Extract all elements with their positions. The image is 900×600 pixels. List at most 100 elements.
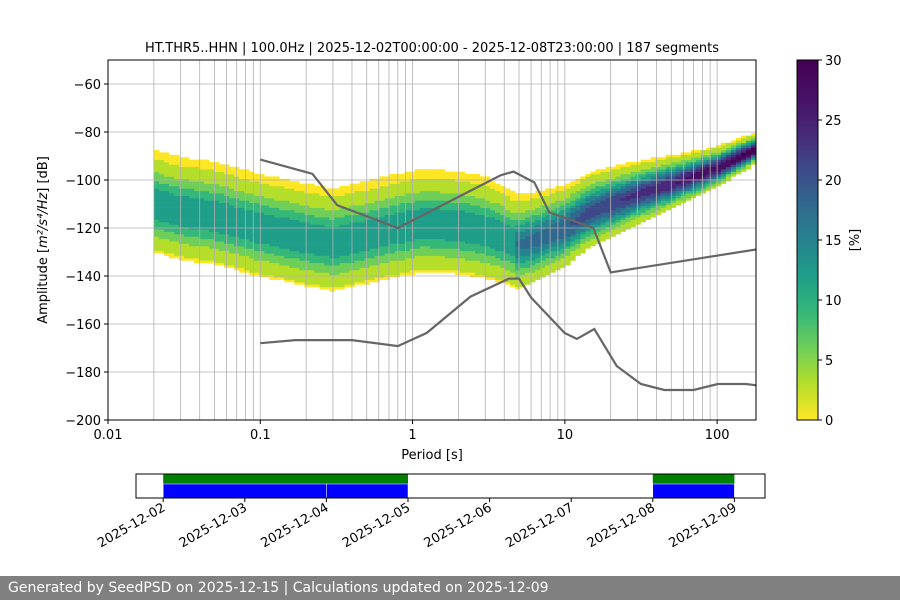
heatmap-cell — [369, 262, 375, 266]
heatmap-cell — [580, 229, 586, 232]
heatmap-cell — [309, 238, 315, 242]
heatmap-cell — [209, 248, 215, 252]
heatmap-cell — [444, 214, 451, 218]
heatmap-cell — [389, 198, 396, 201]
heatmap-cell — [173, 219, 180, 223]
heatmap-cell — [209, 174, 215, 177]
heatmap-cell — [168, 255, 175, 259]
heatmap-cell — [299, 193, 305, 196]
heatmap-cell — [474, 222, 481, 225]
heatmap-cell — [249, 200, 255, 204]
heatmap-cell — [299, 207, 305, 211]
heatmap-cell — [560, 195, 566, 199]
heatmap-cell — [244, 243, 250, 247]
heatmap-cell — [384, 234, 390, 237]
heatmap-cell — [485, 210, 491, 213]
heatmap-cell — [490, 253, 496, 256]
heatmap-cell — [610, 202, 616, 206]
heatmap-cell — [299, 265, 305, 268]
heatmap-cell — [269, 255, 275, 259]
heatmap-cell — [500, 248, 506, 252]
heatmap-cell — [439, 229, 446, 232]
heatmap-cell — [590, 186, 596, 189]
heatmap-cell — [495, 195, 501, 199]
heatmap-cell — [339, 219, 345, 223]
heatmap-cell — [560, 238, 566, 242]
heatmap-cell — [364, 279, 370, 283]
heatmap-cell — [254, 262, 260, 266]
heatmap-cell — [675, 154, 682, 158]
heatmap-cell — [209, 224, 215, 228]
heatmap-cell — [379, 202, 385, 206]
heatmap-cell — [565, 190, 571, 194]
heatmap-cell — [364, 238, 370, 242]
heatmap-cell — [173, 212, 180, 216]
heatmap-cell — [249, 202, 255, 206]
heatmap-cell — [560, 243, 566, 247]
heatmap-cell — [595, 181, 601, 184]
heatmap-cell — [359, 236, 365, 240]
heatmap-cell — [510, 241, 516, 244]
heatmap-cell — [314, 250, 320, 254]
heatmap-cell — [339, 217, 345, 220]
heatmap-cell — [329, 229, 335, 232]
heatmap-cell — [595, 186, 601, 189]
heatmap-cell — [334, 200, 340, 204]
heatmap-cell — [299, 279, 305, 283]
heatmap-cell — [560, 210, 566, 213]
heatmap-cell — [560, 198, 566, 201]
heatmap-cell — [209, 188, 215, 192]
heatmap-cell — [535, 229, 541, 232]
heatmap-cell — [264, 200, 270, 204]
heatmap-cell — [575, 253, 581, 256]
heatmap-cell — [540, 231, 546, 235]
heatmap-cell — [645, 188, 651, 192]
heatmap-cell — [158, 174, 165, 177]
heatmap-cell — [319, 286, 325, 290]
heatmap-cell — [469, 195, 476, 199]
heatmap-cell — [214, 207, 220, 211]
heatmap-cell — [535, 241, 541, 244]
heatmap-cell — [329, 284, 335, 288]
heatmap-cell — [610, 176, 616, 180]
heatmap-cell — [329, 210, 335, 213]
heatmap-cell — [730, 154, 737, 158]
heatmap-cell — [374, 253, 380, 256]
heatmap-cell — [419, 171, 426, 175]
heatmap-cell — [364, 250, 370, 254]
heatmap-cell — [434, 198, 441, 201]
heatmap-cell — [575, 210, 581, 213]
heatmap-cell — [359, 210, 365, 213]
heatmap-cell — [750, 162, 756, 165]
heatmap-cell — [369, 190, 375, 194]
heatmap-cell — [334, 246, 340, 249]
heatmap-cell — [675, 181, 682, 184]
heatmap-cell — [183, 248, 190, 252]
heatmap-cell — [249, 205, 255, 208]
heatmap-cell — [394, 250, 401, 254]
heatmap-cell — [284, 279, 290, 283]
heatmap-cell — [219, 236, 225, 240]
heatmap-cell — [219, 176, 225, 180]
heatmap-cell — [585, 238, 591, 242]
heatmap-cell — [469, 205, 476, 208]
heatmap-cell — [615, 186, 621, 189]
heatmap-cell — [490, 243, 496, 247]
heatmap-cell — [264, 188, 270, 192]
x-tick-label: 1 — [408, 428, 416, 443]
heatmap-cell — [700, 183, 707, 187]
heatmap-cell — [284, 238, 290, 242]
heatmap-cell — [540, 255, 546, 259]
heatmap-cell — [650, 210, 656, 213]
heatmap-cell — [545, 219, 551, 223]
heatmap-cell — [274, 186, 280, 189]
heatmap-cell — [158, 210, 165, 213]
heatmap-cell — [274, 255, 280, 259]
heatmap-cell — [344, 272, 350, 276]
heatmap-cell — [319, 236, 325, 240]
heatmap-cell — [274, 243, 280, 247]
heatmap-cell — [214, 171, 220, 175]
heatmap-cell — [449, 193, 456, 196]
heatmap-cell — [530, 224, 536, 228]
heatmap-cell — [354, 234, 360, 237]
